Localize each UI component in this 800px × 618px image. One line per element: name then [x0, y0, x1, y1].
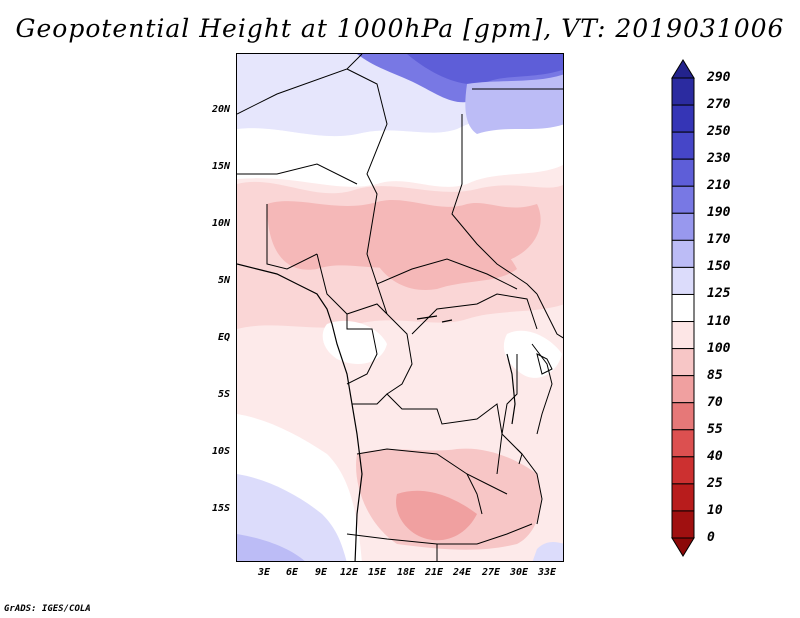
colorbar-segment: [671, 402, 695, 431]
lat-label: 15S: [211, 503, 230, 514]
lon-label: 9E: [314, 567, 328, 578]
colorbar-segment: [671, 185, 695, 214]
lat-label: 20N: [211, 104, 230, 115]
colorbar-level-label: 100: [707, 340, 731, 356]
colorbar-bottom-arrow: [671, 537, 695, 557]
colorbar-segment: [671, 375, 695, 404]
colorbar-segment: [671, 510, 695, 539]
map-panel: [236, 53, 564, 562]
lon-label: 3E: [257, 567, 271, 578]
lon-label: 30E: [509, 567, 529, 578]
lat-label: 15N: [211, 161, 230, 172]
colorbar-level-label: 190: [707, 205, 731, 221]
colorbar-top-arrow: [671, 59, 695, 79]
colorbar-segment: [671, 266, 695, 295]
colorbar-segment: [671, 456, 695, 485]
colorbar-level-label: 70: [707, 394, 723, 410]
lat-label: EQ: [217, 332, 230, 343]
colorbar-level-label: 230: [707, 151, 731, 167]
lon-label: 21E: [424, 567, 444, 578]
lat-label: 5N: [217, 275, 230, 286]
colorbar-level-label: 0: [707, 530, 715, 545]
colorbar-segment: [671, 104, 695, 133]
colorbar-segment: [671, 239, 695, 268]
colorbar-level-label: 55: [707, 421, 723, 437]
colorbar-level-label: 125: [707, 286, 731, 302]
geopotential-field: [237, 54, 563, 561]
colorbar-segment: [671, 158, 695, 187]
colorbar-segment: [671, 321, 695, 350]
colorbar-segment: [671, 429, 695, 458]
credit-text: GrADS: IGES/COLA: [4, 604, 91, 614]
colorbar-segment: [671, 348, 695, 377]
lon-label: 33E: [537, 567, 557, 578]
colorbar-level-label: 270: [707, 97, 731, 113]
colorbar-level-label: 250: [707, 124, 731, 140]
colorbar-level-label: 110: [707, 313, 731, 329]
lon-label: 15E: [367, 567, 387, 578]
colorbar: [671, 59, 695, 557]
lon-label: 12E: [339, 567, 359, 578]
lat-label: 5S: [217, 389, 230, 400]
colorbar-level-label: 40: [707, 448, 723, 464]
colorbar-level-label: 290: [707, 70, 731, 85]
colorbar-segment: [671, 212, 695, 241]
lon-label: 6E: [285, 567, 299, 578]
lon-label: 27E: [481, 567, 501, 578]
lat-label: 10S: [211, 446, 230, 457]
colorbar-level-label: 10: [707, 502, 723, 518]
colorbar-level-label: 25: [707, 475, 723, 491]
colorbar-level-label: 150: [707, 259, 731, 275]
lon-label: 18E: [396, 567, 416, 578]
lon-label: 24E: [452, 567, 472, 578]
colorbar-level-label: 170: [707, 232, 731, 248]
colorbar-segment: [671, 131, 695, 160]
colorbar-segment: [671, 77, 695, 106]
colorbar-level-label: 85: [707, 367, 723, 383]
colorbar-level-label: 210: [707, 178, 731, 194]
map-title: Geopotential Height at 1000hPa [gpm], VT…: [15, 14, 785, 43]
colorbar-segment: [671, 483, 695, 512]
colorbar-segment: [671, 293, 695, 323]
lat-label: 10N: [211, 218, 230, 229]
